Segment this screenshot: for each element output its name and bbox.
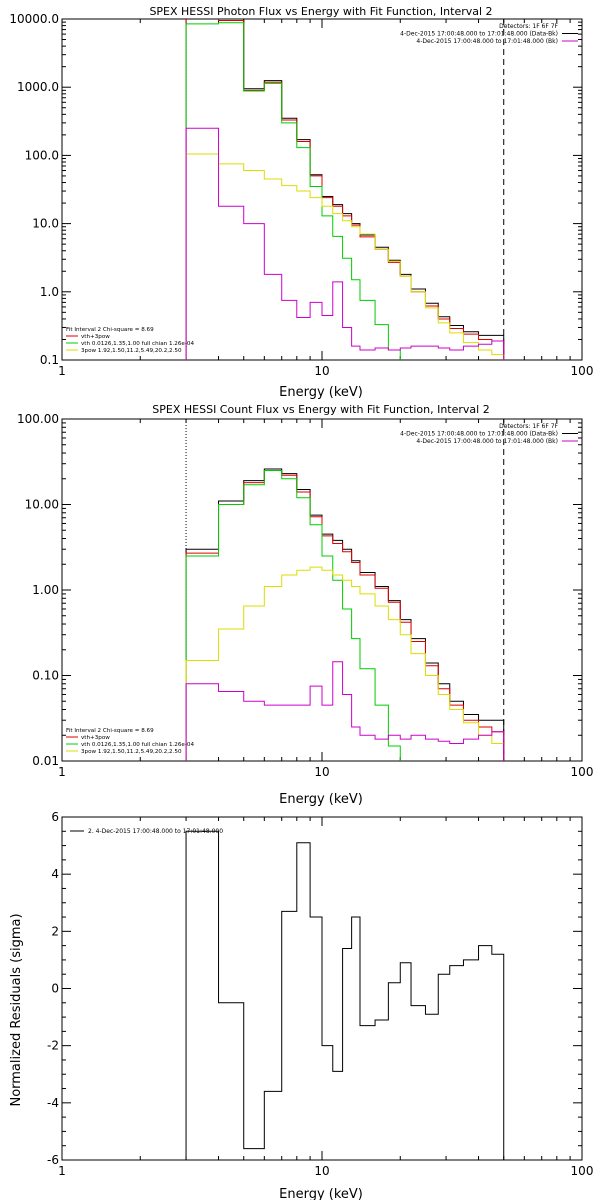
legend-entry: 4-Dec-2015 17:00:48.000 to 17:01:48.000 … — [416, 38, 558, 45]
series-group — [185, 830, 505, 1160]
fit-legend-entry: 3pow 1.92,1.50,11.2,5.49,20.2,2.50 — [81, 749, 182, 755]
legend-entry: Detectors: 1F 6F 7F — [499, 423, 558, 430]
x-tick-label: 10 — [314, 364, 329, 378]
residuals-xlabel: Energy (keV) — [279, 1187, 363, 1200]
x-tick-label: 1 — [58, 364, 66, 378]
legend-entry: 4-Dec-2015 17:00:48.000 to 17:01:48.000 … — [400, 31, 558, 38]
y-tick-label: 0.01 — [32, 754, 59, 768]
photon-flux-panel: SPEX HESSI Photon Flux vs Energy with Fi… — [9, 5, 593, 400]
fit-legend-entry: vth 0.0126,1.35,1.00 full chian 1.26e-04 — [81, 742, 194, 748]
y-tick-label: 2 — [51, 924, 59, 938]
series-vth-3pow — [185, 19, 505, 360]
fit-legend-entry: vth+3pow — [81, 735, 110, 741]
fit-legend-entry: 3pow 1.92,1.50,11.2,5.49,20.2,2.50 — [81, 348, 182, 354]
series-data-bk — [185, 19, 505, 360]
y-tick-label: 0.10 — [32, 669, 59, 683]
series-group — [185, 19, 505, 360]
series-bk — [185, 127, 505, 360]
fit-legend-entry: vth 0.0126,1.35,1.00 full chian 1.26e-04 — [81, 341, 194, 347]
count-flux-panel: SPEX HESSI Count Flux vs Energy with Fit… — [17, 403, 593, 807]
x-tick-label: 100 — [571, 364, 594, 378]
y-tick-label: 100.0 — [25, 148, 59, 162]
y-tick-label: 1.0 — [40, 285, 59, 299]
y-tick-label: 1000.0 — [17, 80, 59, 94]
y-tick-label: 6 — [51, 810, 59, 824]
y-tick-label: -6 — [47, 1153, 59, 1167]
residuals-panel: Energy (keV) Normalized Residuals (sigma… — [9, 810, 594, 1202]
count-flux-xlabel: Energy (keV) — [279, 792, 363, 807]
y-tick-label: 0 — [51, 982, 59, 996]
legend-entry: 4-Dec-2015 17:00:48.000 to 17:01:48.000 … — [416, 438, 558, 445]
y-tick-label: 10.0 — [32, 217, 59, 231]
y-tick-label: -2 — [47, 1039, 59, 1053]
y-tick-label: -4 — [47, 1096, 59, 1110]
legend-entry: 4-Dec-2015 17:00:48.000 to 17:01:48.000 … — [400, 431, 558, 438]
residuals-ylabel: Normalized Residuals (sigma) — [9, 913, 24, 1106]
fit-legend-entry: Fit Interval 2 Chi-square = 8.69 — [66, 327, 154, 333]
legend-entry: 2. 4-Dec-2015 17:00:48.000 to 17:01:48.0… — [88, 828, 223, 835]
count-flux-title: SPEX HESSI Count Flux vs Energy with Fit… — [152, 403, 489, 416]
y-tick-label: 4 — [51, 867, 59, 881]
x-tick-label: 1 — [58, 1164, 66, 1178]
series-residuals — [185, 830, 505, 1160]
series-3pow — [185, 566, 504, 761]
legend-entry: Detectors: 1F 6F 7F — [499, 23, 558, 30]
photon-flux-title: SPEX HESSI Photon Flux vs Energy with Fi… — [149, 5, 492, 18]
fit-legend-entry: Fit Interval 2 Chi-square = 8.69 — [66, 728, 154, 734]
x-tick-label: 10 — [314, 1164, 329, 1178]
x-tick-label: 10 — [314, 765, 329, 779]
y-tick-label: 10.00 — [25, 498, 59, 512]
series-3pow — [185, 153, 505, 360]
y-tick-label: 100.00 — [17, 412, 59, 426]
fit-legend-entry: vth+3pow — [81, 334, 110, 340]
x-tick-label: 1 — [58, 765, 66, 779]
series-data-bk — [185, 468, 505, 761]
series-vth-3pow — [185, 469, 505, 761]
x-tick-label: 100 — [571, 765, 594, 779]
series-vth — [185, 22, 426, 360]
y-tick-label: 1.00 — [32, 583, 59, 597]
y-tick-label: 10000.0 — [9, 12, 59, 26]
y-tick-label: 0.1 — [40, 353, 59, 367]
series-group — [185, 468, 505, 761]
series-bk — [185, 661, 505, 761]
photon-flux-xlabel: Energy (keV) — [279, 385, 363, 400]
series-vth — [185, 469, 401, 761]
x-tick-label: 100 — [571, 1164, 594, 1178]
